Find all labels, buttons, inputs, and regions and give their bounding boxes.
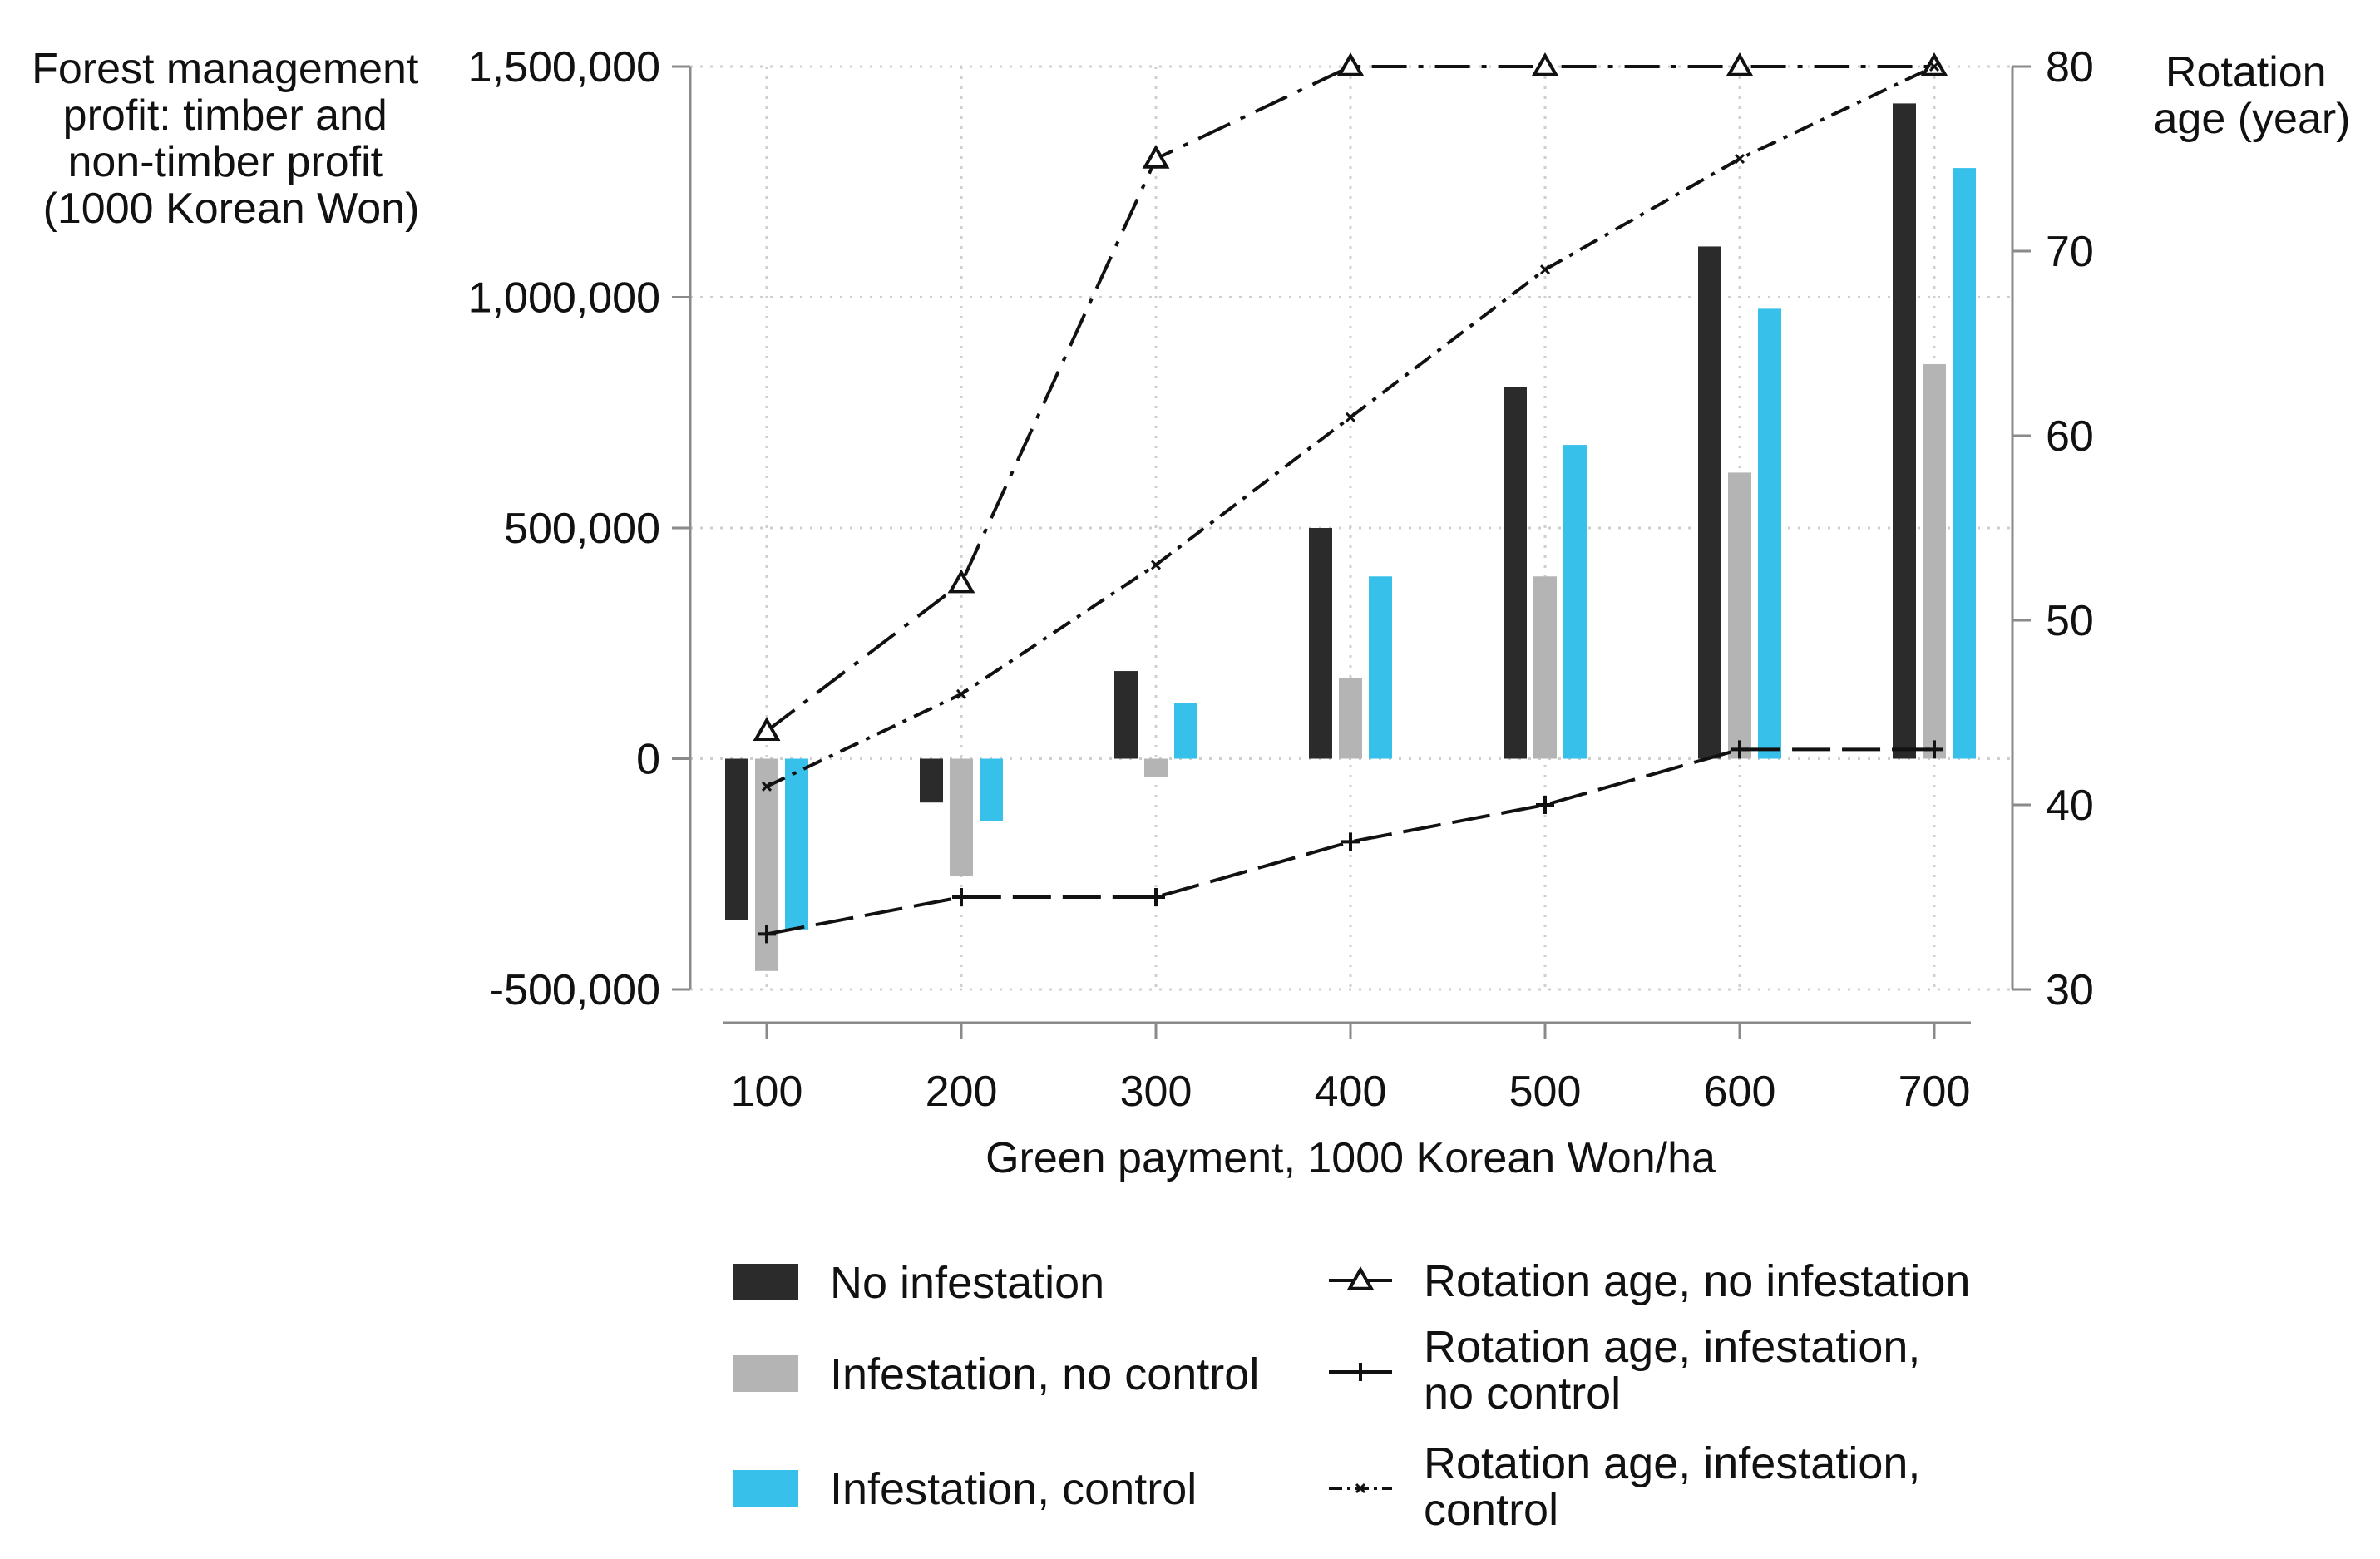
bar [1728, 472, 1751, 759]
y-axis-title: Forest management profit: timber and non… [32, 45, 431, 233]
bar [1758, 308, 1781, 759]
bar [920, 758, 943, 803]
bar [725, 758, 748, 920]
data-point-x-marker [1734, 153, 1745, 165]
data-point-x-marker [761, 781, 773, 792]
data-point-triangle-marker [1336, 52, 1365, 76]
x-axis-tick-label: 200 [926, 1068, 998, 1116]
bar [785, 758, 808, 930]
data-point-x-marker [1928, 61, 1940, 72]
x-axis-title: Green payment, 1000 Korean Won/ha [985, 1134, 1716, 1182]
bar [980, 758, 1003, 821]
bar [1563, 445, 1587, 759]
bar [950, 758, 973, 877]
legend-swatch [733, 1264, 798, 1300]
bar [1144, 758, 1168, 777]
bar [1923, 363, 1946, 759]
data-point-x-marker [1355, 1483, 1366, 1494]
bar [1953, 168, 1976, 759]
data-point-x-marker [1150, 560, 1162, 570]
y2-axis-title-line: Rotation [2165, 48, 2327, 96]
legend-label: Infestation, no control [830, 1349, 1259, 1399]
y2-axis-tick-label: 60 [2046, 412, 2094, 461]
data-point-plus-marker [952, 888, 970, 906]
y2-axis-title-line: age (year) [2154, 95, 2351, 143]
y2-axis-title: Rotation age (year) [2154, 48, 2351, 143]
x-axis-tick-label: 300 [1120, 1068, 1192, 1116]
x-axis-tick-label: 400 [1315, 1068, 1387, 1116]
data-point-triangle-marker [1346, 1265, 1375, 1290]
y-axis-tick-label: 1,500,000 [468, 43, 660, 91]
y-axis-tick-label: -500,000 [490, 966, 660, 1014]
y-axis-title-line: Forest management [32, 45, 419, 93]
data-point-x-marker [955, 688, 967, 699]
data-point-plus-marker [1341, 832, 1360, 851]
legend-label: No infestation [830, 1258, 1104, 1308]
rotation-line-series-group [753, 52, 1948, 944]
y2-axis-tick-label: 40 [2046, 782, 2094, 830]
legend-label-line: Rotation age, no infestation [1424, 1256, 1970, 1306]
axes-group: -500,000 0 500,000 1,000,000 1,500,000 30 40 50… [468, 43, 2094, 1116]
bar [1698, 246, 1721, 759]
y-axis-tick-label: 0 [636, 736, 660, 784]
data-point-plus-marker [1925, 740, 1943, 759]
legend-label-line: no control [1424, 1369, 1621, 1418]
legend-label-line: Rotation age, infestation, [1424, 1322, 1920, 1372]
data-point-triangle-marker [947, 569, 975, 594]
data-point-x-marker [1345, 412, 1356, 422]
y-axis-title-line: non-timber profit [67, 138, 383, 186]
y2-axis-tick-label: 30 [2046, 966, 2094, 1014]
y-axis-tick-label: 1,000,000 [468, 274, 660, 323]
bar [1504, 387, 1527, 759]
data-point-triangle-marker [1142, 144, 1170, 169]
x-axis-tick-label: 100 [731, 1068, 803, 1116]
x-axis-tick-label: 600 [1704, 1068, 1776, 1116]
legend-label: Rotation age, infestation, no control [1424, 1322, 1920, 1418]
y-axis-tick-label: 500,000 [504, 505, 660, 553]
x-axis-tick-label: 500 [1509, 1068, 1582, 1116]
x-axis-tick-label: 700 [1899, 1068, 1971, 1116]
legend-label: Rotation age, infestation, control [1424, 1438, 1920, 1535]
data-point-triangle-marker [1531, 52, 1559, 76]
bar [1339, 678, 1362, 759]
data-point-triangle-marker [1726, 52, 1754, 76]
y2-axis-tick-label: 70 [2046, 228, 2094, 276]
bar [1533, 576, 1557, 759]
bar [1369, 576, 1392, 759]
bar-series-group [725, 103, 1976, 971]
legend-swatch [733, 1470, 798, 1507]
data-point-plus-marker [1351, 1363, 1370, 1381]
legend-label-line: control [1424, 1485, 1558, 1535]
data-point-plus-marker [758, 925, 776, 944]
y-axis-title-line: profit: timber and [63, 91, 388, 140]
bar [1309, 528, 1332, 759]
data-point-plus-marker [1536, 796, 1554, 814]
legend-label: Infestation, control [830, 1464, 1197, 1514]
data-point-plus-marker [1731, 740, 1749, 759]
legend-label-line: Rotation age, infestation, [1424, 1438, 1920, 1488]
data-point-plus-marker [1147, 888, 1165, 906]
bar [1893, 103, 1916, 759]
y2-axis-tick-label: 80 [2046, 43, 2094, 91]
bar [1174, 703, 1197, 759]
data-point-x-marker [1539, 264, 1551, 275]
legend: No infestation Infestation, no control Inf… [733, 1256, 1970, 1535]
legend-swatch [733, 1355, 798, 1392]
legend-label: Rotation age, no infestation [1424, 1256, 1970, 1306]
y-axis-title-line: (1000 Korean Won) [43, 185, 420, 233]
bar [1114, 671, 1138, 759]
grid-lines [690, 65, 2012, 991]
y2-axis-tick-label: 50 [2046, 597, 2094, 645]
data-point-triangle-marker [753, 717, 781, 741]
